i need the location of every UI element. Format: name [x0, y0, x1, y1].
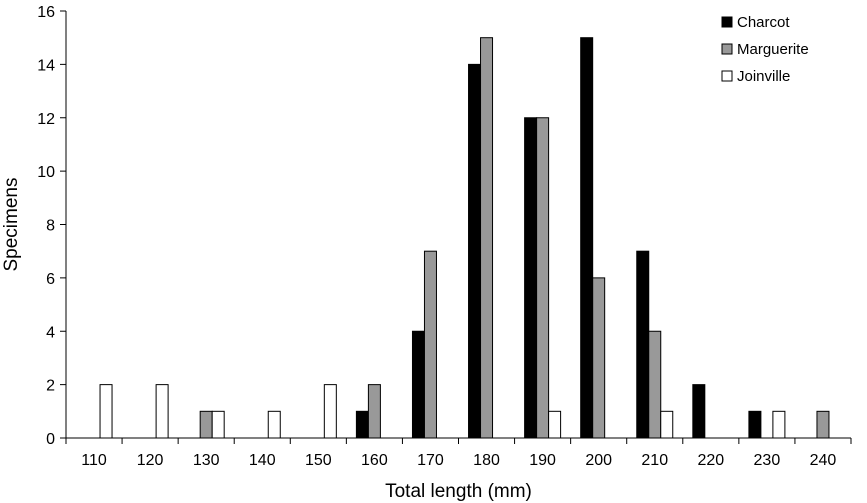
legend-swatch-joinville: [721, 70, 733, 82]
x-tick-label: 150: [305, 452, 332, 469]
bar-marguerite-160: [367, 384, 381, 439]
bar-marguerite-240: [816, 410, 830, 439]
bar-charcot-200: [580, 37, 594, 439]
x-tick-label: 180: [473, 452, 500, 469]
y-axis-title: Specimens: [1, 178, 22, 272]
legend-label-joinville: Joinville: [737, 68, 790, 85]
y-tick-label: 12: [37, 111, 55, 128]
bar-joinville-110: [99, 384, 113, 439]
bar-charcot-190: [524, 117, 538, 439]
bars: [99, 37, 830, 439]
x-tick-label: 170: [417, 452, 444, 469]
x-tick-label: 110: [81, 452, 107, 469]
legend-label-charcot: Charcot: [737, 14, 790, 31]
y-axis-ticks: 0 2 4 6 8 10 12 14 16: [37, 4, 66, 448]
bar-marguerite-170: [423, 250, 437, 439]
x-tick-label: 160: [361, 452, 388, 469]
bar-charcot-210: [636, 250, 650, 439]
y-tick-label: 6: [46, 271, 55, 288]
y-tick-label: 16: [37, 4, 55, 21]
legend-swatch-charcot: [721, 16, 733, 28]
y-tick-label: 0: [46, 431, 55, 448]
y-tick-label: 2: [46, 378, 55, 395]
x-tick-label: 140: [249, 452, 276, 469]
legend: Charcot Marguerite Joinville: [721, 14, 809, 85]
x-tick-label: 200: [585, 452, 612, 469]
bar-charcot-220: [692, 384, 706, 439]
x-axis-title: Total length (mm): [385, 481, 532, 502]
bar-joinville-190: [548, 410, 562, 439]
bar-marguerite-190: [536, 117, 550, 439]
x-axis-ticks: 110 120 130 140 150 160 170 180 190 200 210 220 230 2…: [65, 438, 852, 469]
x-tick-label: 130: [193, 452, 220, 469]
y-tick-label: 8: [46, 218, 55, 235]
y-tick-label: 4: [46, 324, 55, 341]
bar-charcot-170: [411, 330, 425, 439]
x-tick-label: 240: [810, 452, 837, 469]
x-tick-label: 220: [697, 452, 724, 469]
y-tick-label: 10: [37, 164, 55, 181]
x-tick-label: 210: [641, 452, 668, 469]
bar-marguerite-180: [480, 37, 494, 439]
bar-joinville-120: [155, 384, 169, 439]
bar-joinville-150: [323, 384, 337, 439]
bar-joinville-210: [660, 410, 674, 439]
bar-joinville-140: [267, 410, 281, 439]
bar-charcot-160: [355, 410, 369, 439]
x-tick-label: 120: [137, 452, 164, 469]
y-tick-label: 14: [37, 57, 55, 74]
x-tick-label: 230: [754, 452, 781, 469]
bar-marguerite-210: [648, 330, 662, 439]
bar-charcot-180: [468, 63, 482, 439]
x-tick-label: 190: [529, 452, 556, 469]
bar-marguerite-200: [592, 277, 606, 439]
legend-label-marguerite: Marguerite: [737, 41, 809, 58]
legend-swatch-marguerite: [721, 43, 733, 55]
bar-marguerite-130: [199, 410, 213, 439]
bar-charcot-230: [748, 410, 762, 439]
bar-joinville-230: [772, 410, 786, 439]
bar-joinville-130: [211, 410, 225, 439]
